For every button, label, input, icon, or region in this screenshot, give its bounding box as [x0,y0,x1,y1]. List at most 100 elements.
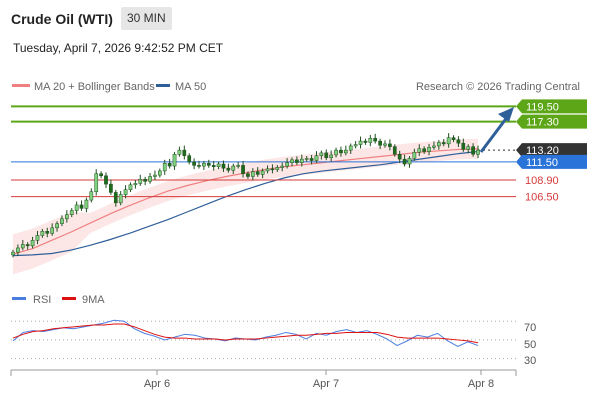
candle-body [45,231,50,234]
candle [157,168,162,178]
candle-body [275,167,280,170]
candle [202,160,206,170]
candle-body [89,191,94,201]
candle [211,160,216,171]
candle [118,191,123,206]
candle-body [417,148,422,153]
candle [148,173,152,184]
candle [45,227,50,238]
candle-body [427,147,431,152]
candle-body [55,223,59,229]
candle [182,145,187,160]
candle [11,249,15,258]
level-tag-117.30: 117.30 [516,114,587,129]
rsi-ma-legend-swatch [62,297,76,300]
candlesticks [11,133,480,258]
candle-body [334,149,338,156]
candle [275,165,280,172]
candle-body [94,173,99,193]
candle-body [123,189,128,195]
candle-body [255,171,260,175]
interval-badge[interactable]: 30 MIN [121,7,172,30]
rsi-legend-label: RSI [33,294,51,306]
candle [246,171,250,179]
candle-body [104,175,108,185]
candle-body [118,194,123,204]
candle-body [407,158,412,165]
candle-body [329,154,334,159]
candle [329,150,334,162]
candle-body [295,159,299,163]
level-tag-bg [516,154,587,169]
candle [363,138,368,145]
level-label-113.20: 113.20 [526,145,559,157]
candle [50,223,55,236]
instrument-title: Crude Oil (WTI) [11,11,113,27]
bollinger-band [13,138,478,275]
candle-body [392,146,397,155]
candle-body [143,179,148,182]
candle-body [153,174,157,177]
x-label-apr8: Apr 8 [468,378,494,390]
candle-body [99,173,103,177]
candle-body [221,163,226,169]
candle-body [378,140,382,146]
candle-body [172,154,177,167]
candle [172,151,177,170]
candle-body [309,158,314,161]
level-label-117.30: 117.30 [526,117,559,129]
candle-body [383,143,387,146]
candle [221,160,226,172]
candle [64,210,69,223]
candle-body [304,158,309,160]
candle-body [368,138,373,143]
candle-body [128,184,133,190]
rsi-tick-50: 50 [524,339,536,351]
candle-body [476,149,480,155]
candle [373,133,378,144]
level-label-119.50: 119.50 [526,101,559,113]
candle-body [138,179,143,184]
candle-body [211,165,216,168]
candle-body [133,183,138,186]
candle [30,236,35,249]
candle [314,151,319,163]
candle [417,144,422,157]
candle-body [231,165,236,171]
candle-body [299,158,304,163]
candle [35,230,40,245]
candle-body [388,143,392,147]
candle [402,154,407,167]
candle [94,169,99,196]
candle [466,144,471,154]
rsi-ticks: 70 50 30 [524,322,536,367]
level-label-106.50: 106.50 [525,192,559,204]
level-tag-113.20: 113.20 [516,143,587,158]
rsi-panel[interactable] [11,319,516,360]
candle-body [11,251,15,256]
candle [25,242,30,250]
candle-body [412,151,417,159]
candle [471,143,475,157]
candle-body [148,176,152,182]
candle-body [79,204,84,209]
candle-body [280,165,285,168]
candle-body [324,152,329,159]
candle-body [202,163,206,167]
ma50-legend-swatch [156,84,170,87]
candle [295,156,299,166]
candle [383,140,387,148]
candle [84,197,89,213]
candle-body [343,149,348,154]
candle-body [436,142,441,147]
candle-body [461,142,466,150]
candle [461,138,466,152]
x-axis: Apr 6 Apr 7 Apr 8 [10,369,517,390]
candle [392,144,397,157]
rsi-line [12,319,479,348]
candle [206,159,211,168]
candle-body [314,155,319,161]
candle-body [35,235,40,241]
